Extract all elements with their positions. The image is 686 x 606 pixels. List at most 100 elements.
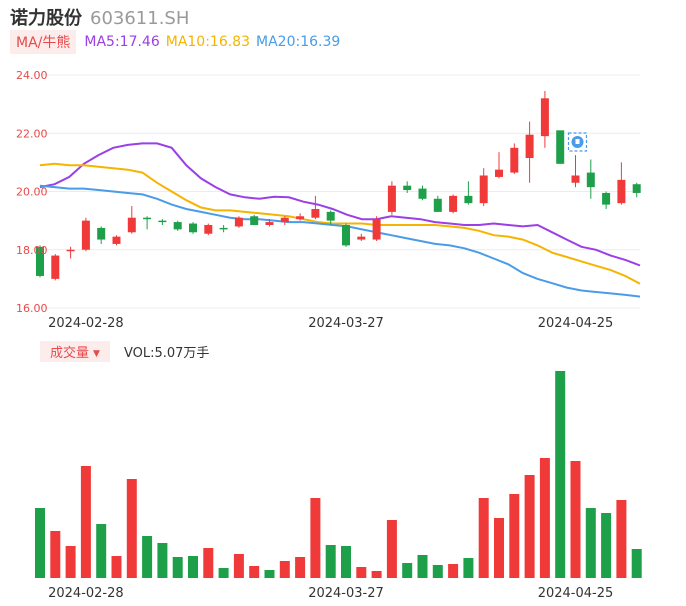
- ma20-line: [39, 184, 641, 298]
- volume-bar: [96, 524, 107, 578]
- candlesticks: [36, 91, 641, 281]
- volume-bar: [539, 458, 550, 578]
- volume-bar: [126, 479, 137, 578]
- candle-body: [602, 192, 611, 205]
- ma20-label: MA20:16.39: [256, 34, 341, 50]
- volume-bar: [509, 494, 520, 578]
- volume-bar: [279, 561, 290, 578]
- volume-value: VOL:5.07万手: [123, 345, 210, 361]
- candle-body: [280, 217, 289, 223]
- volume-bar: [432, 565, 443, 578]
- volume-bar: [188, 556, 198, 578]
- candle-body: [510, 147, 519, 173]
- candle-body: [234, 217, 243, 227]
- candle-body: [464, 195, 473, 204]
- candle-body: [387, 185, 396, 212]
- volume-bar: [80, 466, 91, 578]
- candle-body: [250, 216, 259, 225]
- ma10-label: MA10:16.83: [165, 34, 251, 50]
- volume-bar: [142, 536, 153, 578]
- candle-body: [357, 236, 366, 240]
- volume-bar: [386, 520, 397, 578]
- candle-body: [326, 211, 335, 221]
- volume-bar: [601, 513, 612, 578]
- price-tick-label: 22.00: [16, 127, 48, 140]
- volume-bar: [50, 531, 61, 578]
- ma-lines: [39, 142, 641, 298]
- volume-bar: [356, 567, 367, 578]
- ma5-label: MA5:17.46: [84, 34, 160, 50]
- price-date-axis: 2024-02-28 2024-03-27 2024-04-25: [48, 316, 613, 331]
- marker-glyph: [575, 139, 580, 144]
- volume-bar: [233, 554, 244, 578]
- candle-body: [81, 220, 90, 250]
- candle-body: [158, 220, 167, 223]
- candle-body: [143, 217, 152, 220]
- candle-body: [97, 227, 106, 240]
- candle-body: [296, 216, 305, 220]
- candle-body: [540, 98, 549, 137]
- candle-body: [556, 130, 565, 164]
- price-grid: [32, 74, 640, 309]
- volume-bar: [218, 568, 229, 578]
- candle-body: [219, 227, 228, 230]
- volume-bar: [35, 508, 45, 578]
- volume-bar: [631, 549, 642, 578]
- volume-bar: [570, 461, 581, 578]
- date-tick-label: 2024-02-28: [48, 586, 124, 601]
- volume-legend: 成交量 ▼ VOL:5.07万手: [40, 340, 210, 362]
- date-tick-label: 2024-02-28: [48, 316, 124, 331]
- volume-bar: [157, 543, 168, 578]
- stock-name: 诺力股份: [10, 8, 82, 29]
- volume-bar: [325, 545, 336, 578]
- candle-body: [617, 179, 626, 204]
- candle-body: [479, 175, 488, 204]
- volume-bar: [295, 557, 306, 578]
- volume-bar: [524, 475, 535, 578]
- volume-bars: [35, 371, 642, 578]
- marker-frame: [567, 132, 588, 152]
- candle-body: [372, 219, 381, 240]
- price-tick-label: 20.00: [16, 186, 48, 199]
- volume-selector-button[interactable]: 成交量 ▼: [40, 340, 110, 362]
- volume-bar: [402, 563, 413, 578]
- price-tick-label: 18.00: [16, 244, 48, 257]
- event-marker-icon[interactable]: [567, 132, 588, 152]
- volume-bar: [111, 556, 122, 578]
- stock-header: 诺力股份 603611.SH: [10, 4, 190, 29]
- candle-body: [403, 185, 412, 191]
- volume-date-axis: 2024-02-28 2024-03-27 2024-04-25: [48, 586, 613, 601]
- volume-bar: [463, 558, 474, 578]
- date-tick-label: 2024-04-25: [538, 586, 614, 601]
- date-tick-label: 2024-03-27: [308, 586, 384, 601]
- volume-bar: [616, 500, 627, 578]
- volume-bar: [417, 555, 428, 578]
- price-tick-label: 16.00: [16, 302, 48, 315]
- candle-body: [204, 224, 213, 234]
- volume-bar: [371, 571, 382, 578]
- candle-body: [571, 175, 580, 183]
- volume-bar: [65, 546, 76, 578]
- ma-selector-button[interactable]: MA/牛熊: [10, 30, 77, 54]
- candle-body: [418, 188, 427, 199]
- candle-body: [495, 169, 503, 177]
- candle-body: [127, 217, 136, 233]
- ma10-line: [39, 162, 641, 285]
- stock-code: 603611.SH: [90, 8, 190, 29]
- price-axis: 16.00 18.00 20.00 22.00 24.00: [16, 69, 48, 315]
- caret-down-icon: ▼: [93, 348, 100, 359]
- candle-body: [586, 172, 595, 188]
- volume-bar: [478, 498, 489, 578]
- date-tick-label: 2024-03-27: [308, 316, 384, 331]
- candle-body: [51, 255, 60, 279]
- candle-body: [189, 223, 197, 233]
- candle-body: [449, 195, 458, 212]
- volume-bar: [172, 557, 183, 578]
- candle-body: [173, 222, 182, 230]
- candle-body: [525, 134, 534, 159]
- ma5-line: [39, 142, 641, 267]
- volume-selector-label: 成交量: [50, 345, 90, 361]
- candle-body: [112, 236, 121, 244]
- volume-bar: [341, 546, 351, 578]
